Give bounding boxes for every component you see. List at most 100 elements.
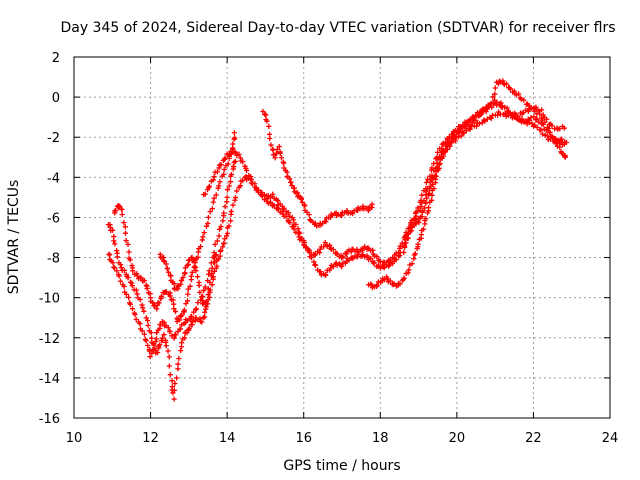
data-point [517, 116, 523, 122]
data-point [178, 277, 185, 284]
series-trace-b [106, 158, 238, 360]
data-point [516, 91, 522, 97]
data-point [561, 125, 568, 131]
data-point [299, 199, 305, 205]
data-point [185, 291, 191, 297]
data-point [270, 191, 276, 197]
data-point [181, 307, 188, 313]
data-point [440, 153, 447, 159]
data-point [287, 176, 293, 182]
data-point [172, 308, 179, 315]
data-point [173, 375, 180, 381]
data-point [117, 203, 123, 209]
data-point [122, 224, 128, 230]
data-point [172, 380, 178, 387]
data-point [195, 254, 201, 260]
data-point [455, 134, 462, 140]
x-axis-label: GPS time / hours [283, 458, 400, 474]
y-tick-label: -8 [47, 252, 60, 267]
data-point [395, 250, 402, 256]
data-point [557, 126, 563, 132]
data-point [428, 197, 435, 203]
y-tick-label: 2 [52, 51, 60, 66]
data-point [552, 139, 558, 145]
data-point [312, 220, 318, 226]
data-point [203, 304, 209, 310]
x-tick-label: 12 [142, 431, 159, 446]
data-point [356, 249, 362, 255]
data-point [111, 238, 117, 244]
data-point [228, 208, 234, 215]
data-point [170, 390, 176, 396]
data-point [117, 262, 124, 268]
data-point [194, 274, 201, 280]
data-point [531, 114, 537, 120]
data-points [105, 78, 570, 402]
data-point [212, 241, 218, 247]
x-tick-label: 16 [295, 431, 312, 446]
data-point [192, 258, 198, 264]
x-tick-label: 10 [66, 431, 83, 446]
data-point [328, 245, 334, 251]
data-point [164, 265, 170, 272]
data-point [143, 282, 149, 288]
y-tick-label: -2 [47, 131, 60, 146]
data-point [498, 100, 504, 106]
data-point [492, 91, 498, 97]
data-point [166, 363, 172, 369]
data-point [207, 287, 213, 293]
data-point [165, 324, 171, 331]
data-point [303, 244, 309, 250]
data-point [121, 220, 127, 226]
data-point [436, 161, 442, 167]
data-point [202, 309, 208, 315]
data-point [202, 314, 208, 320]
data-point [277, 150, 283, 156]
data-point [222, 155, 228, 161]
data-point [415, 241, 421, 247]
data-point [188, 273, 194, 279]
data-point [267, 199, 274, 205]
data-point [224, 230, 231, 237]
data-point [147, 354, 153, 360]
data-point [420, 226, 427, 232]
data-point [243, 174, 249, 180]
data-point [427, 173, 433, 179]
x-tick-label: 22 [525, 431, 542, 446]
data-point [216, 183, 222, 189]
data-point [182, 270, 188, 276]
data-point [431, 161, 437, 167]
data-point [374, 253, 380, 260]
data-point [434, 154, 440, 160]
data-point [381, 264, 388, 271]
data-point [218, 223, 224, 230]
data-point [169, 378, 175, 384]
data-point [205, 214, 212, 220]
data-point [374, 282, 380, 288]
data-point [237, 183, 244, 189]
data-point [121, 267, 128, 273]
data-point [210, 274, 216, 280]
data-point [202, 284, 208, 290]
x-tick-label: 14 [219, 431, 236, 446]
data-point [118, 265, 124, 271]
data-point [186, 325, 192, 331]
data-point [281, 160, 287, 166]
data-point [542, 119, 548, 125]
data-point [221, 171, 227, 177]
y-tick-label: -6 [47, 211, 60, 226]
data-point [494, 112, 501, 118]
data-point [423, 215, 429, 222]
data-point [219, 244, 226, 250]
data-point [163, 261, 169, 267]
data-point [110, 260, 116, 266]
data-point [538, 127, 544, 133]
data-point [199, 319, 205, 325]
data-point [437, 160, 443, 167]
data-point [423, 199, 429, 205]
data-point [360, 203, 366, 209]
data-point [562, 154, 568, 160]
data-point [177, 317, 183, 323]
data-point [431, 185, 437, 192]
data-point [123, 237, 129, 244]
